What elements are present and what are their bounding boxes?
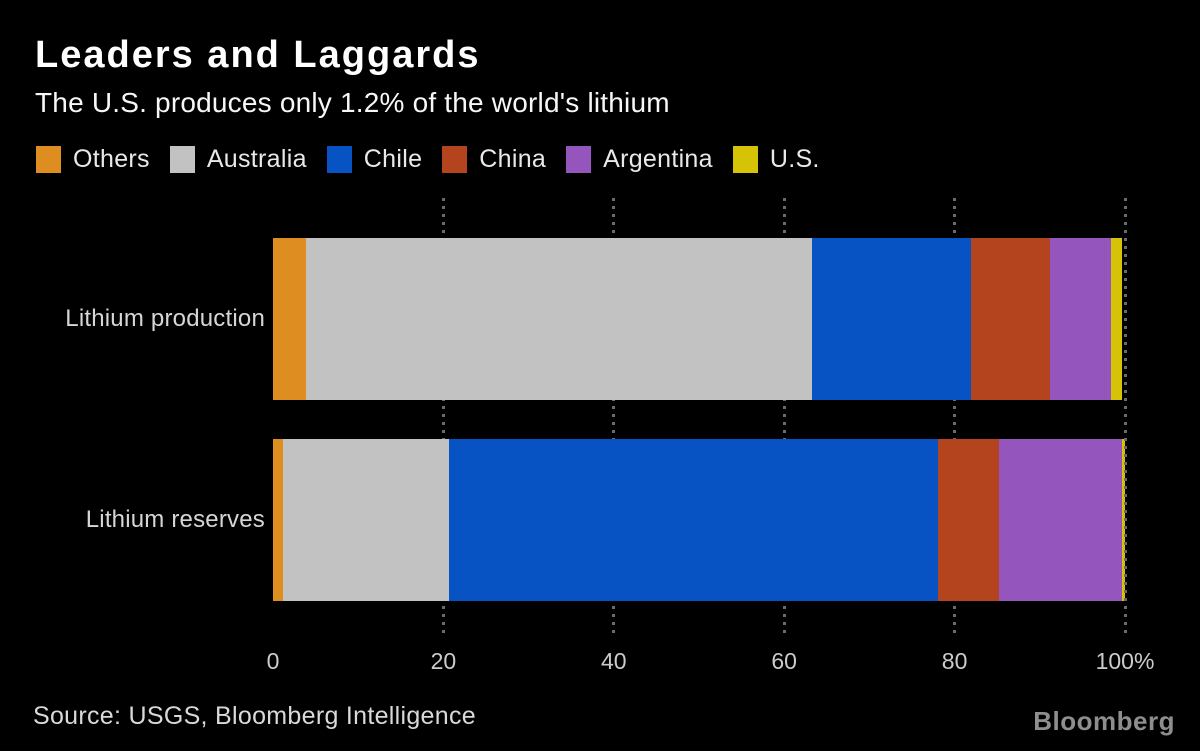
bar-segment-argentina-lithium-reserves [998,439,1122,601]
bar-lithium-reserves [273,439,1125,601]
legend-swatch-argentina [566,146,592,173]
bar-segment-others-lithium-reserves [273,439,284,601]
bar-segment-others-lithium-production [273,238,307,400]
legend-item-chile: Chile [326,145,423,174]
legend: Others Australia Chile China Argentina U.S. [36,145,820,174]
source-text: Source: USGS, Bloomberg Intelligence [33,702,476,730]
bar-segment-australia-lithium-reserves [283,439,449,601]
x-tick-label-20: 20 [430,648,457,674]
legend-swatch-chile [326,146,352,173]
x-tick-label-0: 0 [266,648,280,674]
bar-segment-chile-lithium-production [812,238,971,400]
gridline-100 [1123,198,1127,638]
bloomberg-logo: Bloomberg [1033,706,1175,736]
legend-item-argentina: Argentina [566,145,713,174]
chart-title: Leaders and Laggards [35,34,481,76]
legend-swatch-u-s [732,146,758,173]
legend-label-argentina: Argentina [603,145,713,173]
bar-segment-u-s-lithium-production [1111,238,1122,400]
x-tick-label-60: 60 [771,648,797,674]
row-label-lithium-production: Lithium production [65,305,265,332]
bar-segment-chile-lithium-reserves [448,439,938,601]
x-tick-label-40: 40 [601,648,627,674]
bar-lithium-production [273,238,1125,400]
bar-segment-u-s-lithium-reserves [1121,439,1125,601]
gridline-40 [612,198,616,638]
plot-area [273,198,1127,638]
legend-label-china: China [479,145,547,173]
legend-item-china: China [442,145,546,174]
legend-item-australia: Australia [169,145,307,174]
legend-label-australia: Australia [206,145,307,173]
bar-segment-argentina-lithium-production [1050,238,1112,400]
bar-segment-china-lithium-reserves [937,439,999,601]
legend-item-u-s: U.S. [732,145,820,174]
legend-label-others: Others [73,145,150,173]
x-tick-label-100: 100% [1095,648,1155,674]
legend-item-others: Others [36,145,150,174]
legend-swatch-china [442,146,468,173]
gridline-20 [441,198,445,638]
legend-label-chile: Chile [363,145,423,173]
legend-swatch-australia [169,146,195,173]
chart-subtitle: The U.S. produces only 1.2% of the world… [35,87,670,118]
bar-segment-australia-lithium-production [306,238,813,400]
gridline-80 [953,198,957,638]
bar-segment-china-lithium-production [970,238,1050,400]
gridline-60 [782,198,786,638]
x-tick-label-80: 80 [941,648,968,674]
legend-label-u-s: U.S. [769,145,820,173]
legend-swatch-others [36,146,61,173]
row-label-lithium-reserves: Lithium reserves [85,506,265,533]
